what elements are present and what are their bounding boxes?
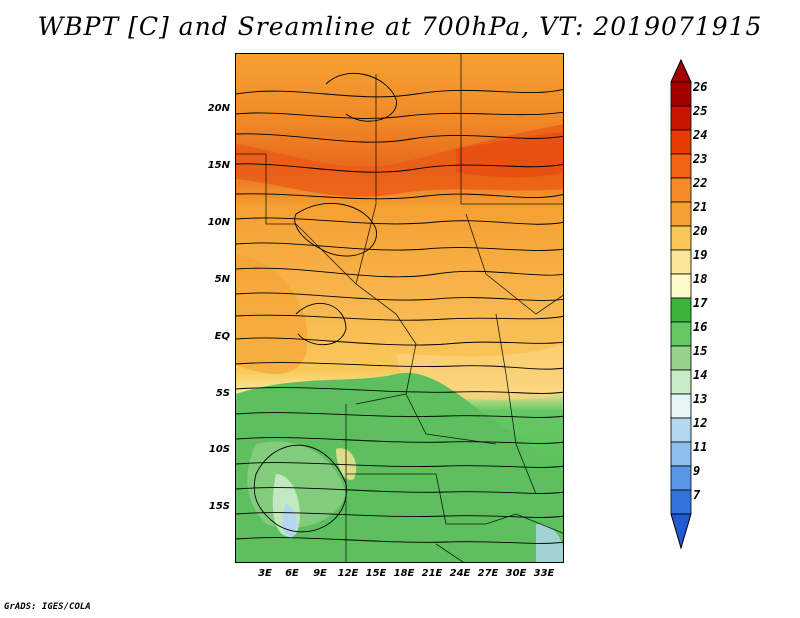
- colorbar-swatch: [670, 105, 692, 131]
- lon-label-15e: 15E: [365, 568, 387, 579]
- grads-credit: GrADS: IGES/COLA: [4, 602, 91, 612]
- colorbar-swatch: [670, 489, 692, 515]
- colorbar-label-26: 26: [693, 80, 708, 94]
- warm-core-24c: [456, 132, 563, 178]
- colorbar-swatch: [670, 345, 692, 371]
- lon-label-24e: 24E: [449, 568, 471, 579]
- colorbar-swatch: [670, 153, 692, 179]
- orange-zone-west: [236, 254, 308, 374]
- colorbar-label-12: 12: [693, 416, 708, 430]
- lat-label-15n: 15N: [207, 160, 230, 171]
- colorbar-label-13: 13: [693, 392, 708, 406]
- colorbar-swatch: [670, 297, 692, 323]
- lon-label-30e: 30E: [505, 568, 527, 579]
- colorbar-label-18: 18: [693, 272, 708, 286]
- colorbar-label-16: 16: [693, 320, 708, 334]
- colorbar-label-14: 14: [693, 368, 708, 382]
- lat-label-10s: 10S: [208, 444, 230, 455]
- colorbar-swatch: [670, 417, 692, 443]
- lon-label-3e: 3E: [258, 568, 272, 579]
- colorbar-swatch: [670, 225, 692, 251]
- colorbar-swatch: [670, 201, 692, 227]
- colorbar-top-arrow: [670, 58, 692, 83]
- colorbar-label-11: 11: [693, 440, 708, 454]
- map-panel: [235, 53, 564, 563]
- lat-label-eq: EQ: [214, 331, 230, 342]
- colorbar-swatch: [670, 369, 692, 395]
- colorbar-swatch: [670, 321, 692, 347]
- lon-label-12e: 12E: [337, 568, 359, 579]
- lon-label-33e: 33E: [533, 568, 555, 579]
- lon-label-18e: 18E: [393, 568, 415, 579]
- colorbar-label-7: 7: [693, 488, 701, 502]
- colorbar-label-15: 15: [693, 344, 708, 358]
- colorbar-label-21: 21: [693, 200, 708, 214]
- lat-label-5s: 5S: [215, 388, 230, 399]
- lon-label-27e: 27E: [477, 568, 499, 579]
- colorbar-label-19: 19: [693, 248, 708, 262]
- colorbar-swatch: [670, 177, 692, 203]
- lon-label-21e: 21E: [421, 568, 443, 579]
- colorbar-swatch: [670, 393, 692, 419]
- lat-label-10n: 10N: [207, 217, 230, 228]
- lat-label-15s: 15S: [208, 501, 230, 512]
- lat-label-5n: 5N: [214, 274, 230, 285]
- colorbar-label-24: 24: [693, 128, 708, 142]
- colorbar-swatch: [670, 273, 692, 299]
- colorbar-label-17: 17: [693, 296, 708, 310]
- colorbar: [670, 58, 692, 550]
- colorbar-label-9: 9: [693, 464, 701, 478]
- colorbar-label-23: 23: [693, 152, 708, 166]
- colorbar-swatch: [670, 441, 692, 467]
- colorbar-swatch: [670, 249, 692, 275]
- lon-label-9e: 9E: [313, 568, 327, 579]
- lon-label-6e: 6E: [285, 568, 299, 579]
- colorbar-swatch: [670, 465, 692, 491]
- colorbar-label-25: 25: [693, 104, 708, 118]
- colorbar-swatch: [670, 129, 692, 155]
- warm-band-23c: [236, 124, 563, 197]
- colorbar-label-20: 20: [693, 224, 708, 238]
- map-title: WBPT [C] and Sreamline at 700hPa, VT: 20…: [37, 12, 763, 41]
- lat-label-20n: 20N: [207, 103, 230, 114]
- country-borders: [236, 54, 563, 562]
- wbpt-field-map: [236, 54, 563, 562]
- streamlines: [236, 72, 563, 544]
- colorbar-label-22: 22: [693, 176, 708, 190]
- colorbar-bottom-arrow: [670, 513, 692, 550]
- colorbar-swatch: [670, 81, 692, 107]
